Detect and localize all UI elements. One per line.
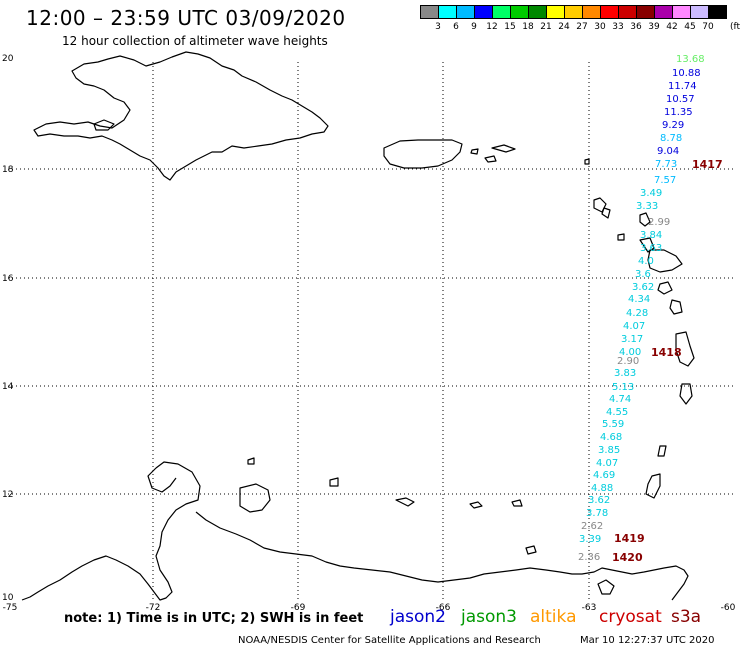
scale-tick-label: 27: [576, 22, 588, 32]
scale-tick-label: 33: [612, 22, 624, 32]
wave-height-value: 4.07: [623, 321, 645, 332]
pass-time-labels: 1417 1418 1419 1420: [612, 158, 723, 564]
wave-height-value: 5.59: [602, 419, 624, 430]
scale-tick-label: 30: [594, 22, 606, 32]
wave-height-value: 2.62: [581, 521, 603, 532]
scale-tick-label: 70: [702, 22, 714, 32]
lat-label: 10: [2, 593, 14, 603]
wave-height-value: 4.88: [591, 483, 613, 494]
scale-tick-label: 6: [453, 22, 459, 32]
wave-height-value: 3.63: [640, 243, 662, 254]
wave-height-value: 3.17: [621, 334, 643, 345]
wave-height-value: 3.62: [588, 495, 610, 506]
wave-height-value: 4.55: [606, 407, 628, 418]
lat-label: 16: [2, 274, 14, 284]
wave-height-value: 3.6: [635, 269, 651, 280]
scale-tick-label: 15: [504, 22, 516, 32]
lat-label: 12: [2, 490, 13, 500]
scale-tick-label: 21: [540, 22, 552, 32]
wave-height-value: 10.88: [672, 68, 701, 79]
pass-label: 1417: [692, 158, 723, 171]
scale-tick-label: 36: [630, 22, 642, 32]
lat-label: 18: [2, 165, 14, 175]
units-note: note: 1) Time is in UTC; 2) SWH is in fe…: [64, 611, 364, 626]
scale-color-box: [708, 5, 727, 19]
wave-height-value: 11.74: [668, 81, 697, 92]
wave-height-value: 7.73: [655, 159, 677, 170]
lon-label: -60: [721, 603, 736, 613]
satellite-legend-s3a: s3a: [671, 607, 702, 627]
wave-height-value: 11.35: [664, 107, 693, 118]
pass-label: 1418: [651, 346, 682, 359]
wave-height-value: 3.83: [614, 368, 636, 379]
wave-height-value: 4.68: [600, 432, 622, 443]
lon-label: -72: [146, 603, 161, 613]
wave-height-value: 3.62: [632, 282, 654, 293]
scale-unit-label: (ft): [730, 22, 740, 32]
coastline: [21, 51, 695, 601]
pass-label: 1420: [612, 551, 643, 564]
satellite-legend-cryosat: cryosat: [599, 607, 662, 627]
scale-tick-label: 12: [486, 22, 498, 32]
wave-height-value: 2.90: [617, 356, 639, 367]
satellite-legend-jason2: jason2: [390, 607, 446, 627]
wave-height-value: 3.85: [598, 445, 620, 456]
wave-height-value: 3.39: [579, 534, 601, 545]
scale-tick-label: 3: [435, 22, 441, 32]
scale-tick-label: 24: [558, 22, 570, 32]
lon-label: -69: [291, 603, 306, 613]
wave-height-value: 4.34: [628, 294, 650, 305]
lon-label: -66: [436, 603, 451, 613]
scale-tick-label: 18: [522, 22, 534, 32]
footer-credit: NOAA/NESDIS Center for Satellite Applica…: [238, 635, 541, 646]
pass-label: 1419: [614, 532, 645, 545]
lon-label: -63: [582, 603, 597, 613]
wave-height-value: 13.68: [676, 54, 705, 65]
scale-tick-label: 45: [684, 22, 696, 32]
wave-height-value: 4.07: [596, 458, 618, 469]
wave-height-value: 3.84: [640, 230, 662, 241]
longitude-labels: -75 -72 -69 -66 -63 -60: [3, 603, 736, 613]
satellite-legend-jason3: jason3: [461, 607, 517, 627]
wave-height-value: 4.28: [626, 308, 648, 319]
wave-height-value: 2.36: [578, 552, 600, 563]
wave-height-value: 2.99: [648, 217, 670, 228]
wave-height-value: 10.57: [666, 94, 695, 105]
wave-height-value: 8.78: [660, 133, 682, 144]
wave-height-value: 9.04: [657, 146, 679, 157]
wave-height-value: 4.0: [638, 256, 654, 267]
wave-height-value: 3.33: [636, 201, 658, 212]
wave-height-value: 4.74: [609, 394, 631, 405]
footer-timestamp: Mar 10 12:27:37 UTC 2020: [580, 635, 715, 646]
scale-tick-label: 39: [648, 22, 660, 32]
wave-height-value: 4.00: [619, 347, 641, 358]
wave-height-value: 5.13: [612, 382, 634, 393]
wave-height-values: 13.68 10.88 11.74 10.57 11.35 9.29 8.78 9.04 7.7…: [578, 54, 705, 563]
map-title: 12:00 – 23:59 UTC 03/09/2020: [26, 6, 346, 30]
wave-height-value: 7.57: [654, 175, 676, 186]
lat-label: 14: [2, 382, 14, 392]
scale-tick-label: 42: [666, 22, 678, 32]
map-subtitle: 12 hour collection of altimeter wave hei…: [62, 34, 328, 48]
lat-label: 20: [2, 54, 14, 64]
satellite-legend-altika: altika: [530, 607, 577, 627]
scale-tick-label: 9: [471, 22, 477, 32]
latitude-labels: 20 18 16 14 12 10: [2, 54, 14, 603]
wave-height-value: 3.49: [640, 188, 662, 199]
lon-label: -75: [3, 603, 18, 613]
wave-height-value: 4.69: [593, 470, 615, 481]
wave-height-value: 9.29: [662, 120, 684, 131]
lat-lon-grid: [8, 62, 735, 600]
wave-height-value: 3.78: [586, 508, 608, 519]
